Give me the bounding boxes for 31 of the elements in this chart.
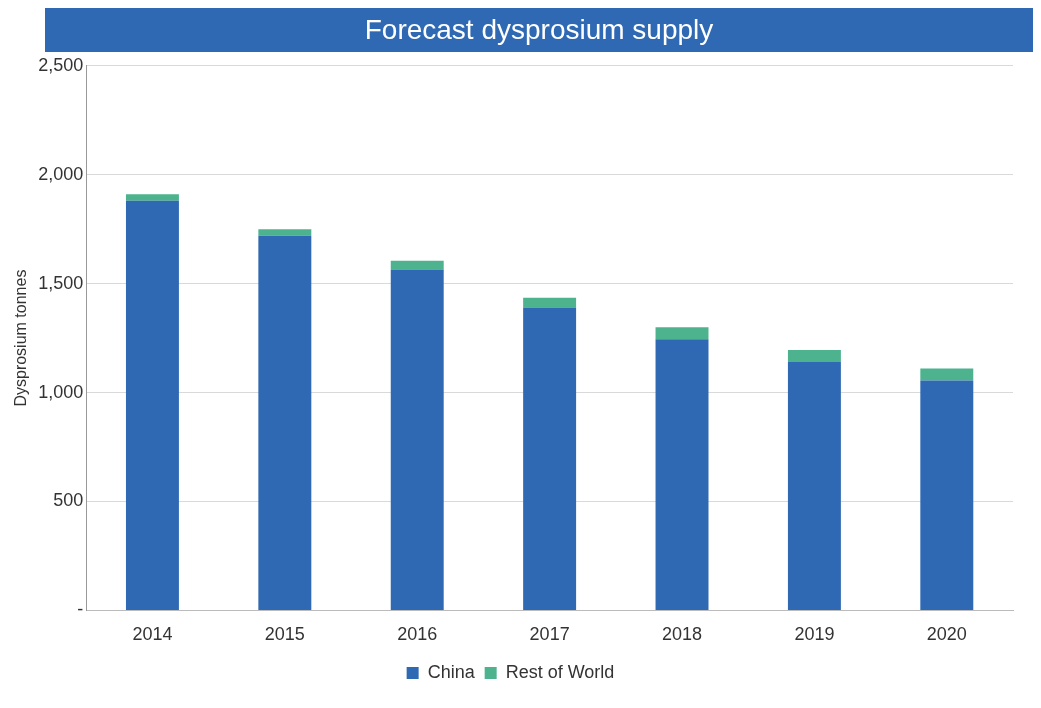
y-tick-label: 2,500 [38,54,84,75]
x-tick-label: 2015 [264,624,305,645]
bar [787,350,841,363]
bar [125,194,179,201]
bar [523,297,577,308]
bar [523,307,577,610]
y-tick-label: - [77,599,84,620]
bar [787,362,841,610]
bar [125,200,179,610]
bar [920,368,974,381]
x-tick-label: 2018 [661,624,703,645]
x-tick-label: 2014 [132,624,173,645]
y-tick-label: 2,000 [38,163,84,184]
bar [390,269,444,610]
x-tick-label: 2017 [529,624,570,645]
legend-label: Rest of World [505,661,615,682]
y-tick-label: 1,500 [38,272,84,293]
x-tick-label: 2020 [926,624,967,645]
chart-title: Forecast dysprosium supply [45,8,1033,52]
legend-label: China [427,661,476,682]
x-tick-label: 2016 [397,624,438,645]
bar [655,339,709,610]
bar [258,229,312,236]
bar [258,235,312,610]
y-tick-label: 500 [53,490,84,511]
bar [655,327,709,340]
bar [920,380,974,610]
y-axis-title: Dysprosium tonnes [12,269,30,407]
x-tick-label: 2019 [794,624,835,645]
y-tick-label: 1,000 [38,381,84,402]
bar [390,260,444,270]
